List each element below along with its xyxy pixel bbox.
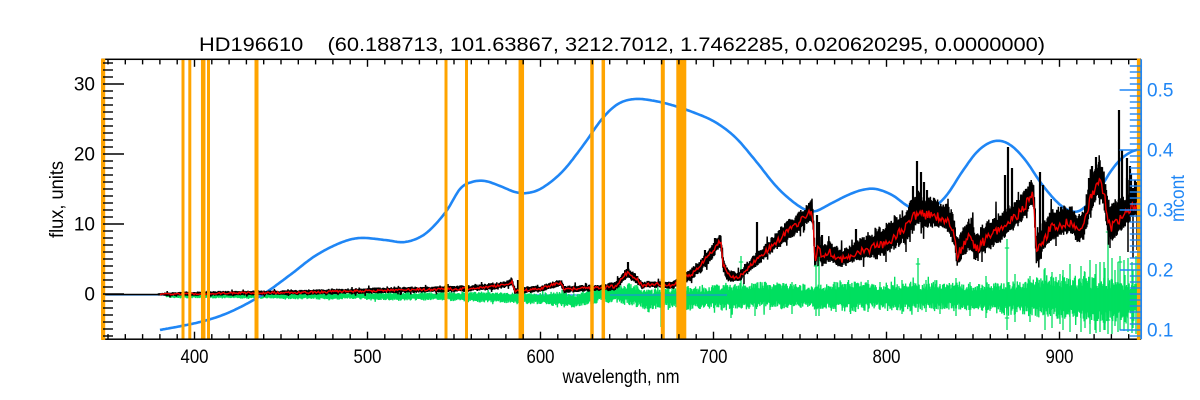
svg-text:700: 700 <box>700 347 728 368</box>
svg-text:600: 600 <box>527 347 555 368</box>
svg-text:900: 900 <box>1046 347 1074 368</box>
svg-text:500: 500 <box>354 347 382 368</box>
svg-text:0.3: 0.3 <box>1147 201 1173 222</box>
svg-text:0.5: 0.5 <box>1147 81 1173 102</box>
svg-text:10: 10 <box>74 215 95 236</box>
svg-text:30: 30 <box>74 75 95 96</box>
svg-text:mcont: mcont <box>1168 174 1189 222</box>
svg-text:0.1: 0.1 <box>1147 321 1173 342</box>
svg-text:0.4: 0.4 <box>1147 141 1174 162</box>
svg-text:400: 400 <box>181 347 209 368</box>
svg-text:0.2: 0.2 <box>1147 261 1173 282</box>
svg-text:800: 800 <box>873 347 901 368</box>
svg-text:20: 20 <box>74 145 95 166</box>
svg-text:HD196610 (60.188713, 101.63: HD196610 (60.188713, 101.63867, 3212.701… <box>199 35 1045 56</box>
svg-text:wavelength, nm: wavelength, nm <box>562 367 680 388</box>
svg-text:flux, units: flux, units <box>47 161 68 238</box>
svg-text:0: 0 <box>84 285 95 306</box>
